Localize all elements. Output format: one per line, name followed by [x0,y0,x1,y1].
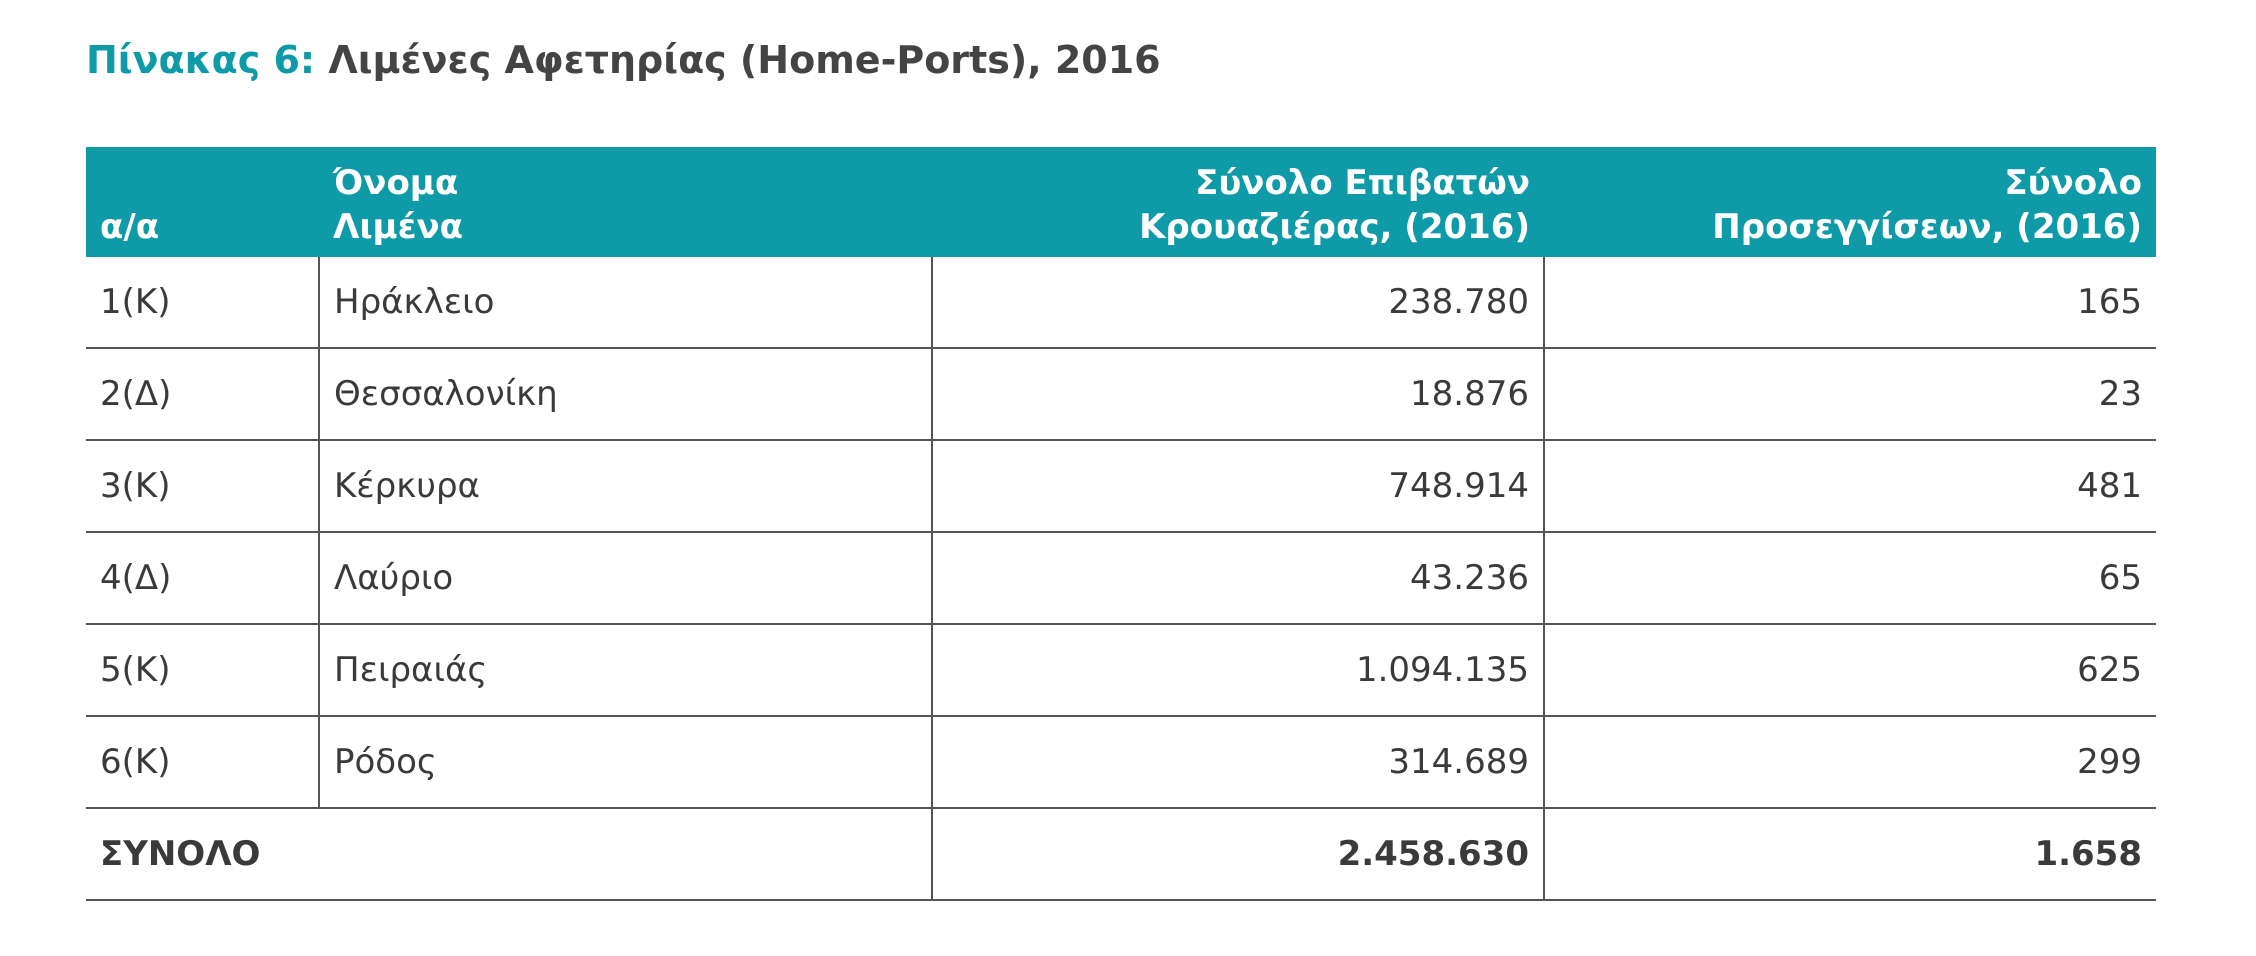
header-line: Προσεγγίσεων, (2016) [1712,207,2142,247]
cell: 2(Δ) [86,348,319,441]
cell: Ηράκλειο [318,257,932,349]
header-line: Όνομα [333,163,459,203]
row: 3(Κ) Κέρκυρα 748.914 481 [86,440,2156,533]
cell: Λαύριο [318,532,932,625]
total-row: ΣΥΝΟΛΟ 2.458.630 1.658 [86,808,2156,901]
cell: 3(Κ) [86,440,319,533]
total-cell: 2.458.630 [931,808,1544,901]
row: 6(Κ) Ρόδος 314.689 299 [86,716,2156,809]
header-cell: Σύνολο Επιβατών Κρουαζιέρας, (2016) [932,147,1544,257]
row: 5(Κ) Πειραιάς 1.094.135 625 [86,624,2156,717]
header-line: Σύνολο [2004,163,2142,203]
cell: Ρόδος [318,716,932,809]
total-label: ΣΥΝΟΛΟ [86,808,932,901]
header-cell: Σύνολο Προσεγγίσεων, (2016) [1544,147,2156,257]
header-line: Σύνολο Επιβατών [1195,163,1530,203]
total-cell: 1.658 [1543,808,2156,901]
title-text: Λιμένες Αφετηρίας (Home-Ports), 2016 [328,38,1161,82]
row: 4(Δ) Λαύριο 43.236 65 [86,532,2156,625]
cell: 5(Κ) [86,624,319,717]
cell: Κέρκυρα [318,440,932,533]
row: 1(Κ) Ηράκλειο 238.780 165 [86,257,2156,349]
cell: 6(Κ) [86,716,319,809]
cell: 625 [1543,624,2156,717]
header-cell: Όνομα Λιμένα [319,147,932,257]
cell: 65 [1543,532,2156,625]
cell: 314.689 [931,716,1544,809]
title-label: Πίνακας 6: [86,38,316,82]
cell: 238.780 [931,257,1544,349]
header-row: α/α Όνομα Λιμένα Σύνολο Επιβατών Κρουαζιέρας… [86,147,2156,257]
cell: 165 [1543,257,2156,349]
title: Πίνακας 6: Λιμένες Αφετηρίας (Home-Ports… [86,38,1161,82]
cell: 1(Κ) [86,257,319,349]
cell: 1.094.135 [931,624,1544,717]
cell: 481 [1543,440,2156,533]
cell: Θεσσαλονίκη [318,348,932,441]
cell: 4(Δ) [86,532,319,625]
table-body: 1(Κ) Ηράκλειο 238.780 165 2(Δ) Θεσσαλονίκη 18.… [86,257,2156,901]
cell: Πειραιάς [318,624,932,717]
header-cell: α/α [86,147,319,257]
cell: 23 [1543,348,2156,441]
header-line: α/α [100,207,160,247]
cell: 748.914 [931,440,1544,533]
row: 2(Δ) Θεσσαλονίκη 18.876 23 [86,348,2156,441]
header-line: Κρουαζιέρας, (2016) [1139,207,1530,247]
header-line: Λιμένα [333,207,464,247]
cell: 43.236 [931,532,1544,625]
cell: 18.876 [931,348,1544,441]
cell: 299 [1543,716,2156,809]
table: α/α Όνομα Λιμένα Σύνολο Επιβατών Κρουαζιέρας… [86,147,2156,901]
